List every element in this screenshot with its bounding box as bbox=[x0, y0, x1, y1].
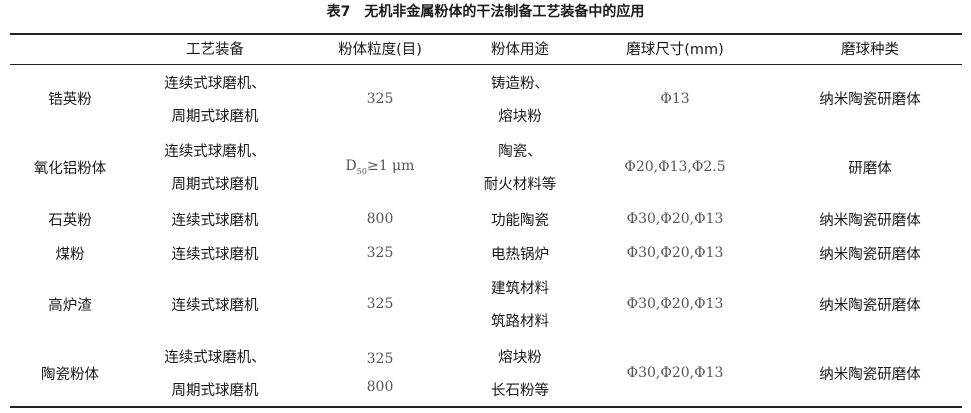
use-cell: 功能陶瓷 bbox=[491, 212, 549, 229]
table-caption: 表7 无机非金属粉体的干法制备工艺装备中的应用 bbox=[326, 4, 645, 20]
use-line: 耐火材料等 bbox=[483, 177, 557, 193]
table-row: 高炉渣 连续式球磨机 325 建筑材料筑路材料 Φ30,Φ20,Φ13 纳米陶瓷… bbox=[0, 269, 971, 339]
use-cell: 电热锅炉 bbox=[491, 246, 549, 263]
equipment-line: 连续式球磨机、 bbox=[164, 144, 266, 160]
use-cell: 熔块粉 长石粉等 bbox=[470, 346, 570, 400]
material-cell: 氧化铝粉体 bbox=[33, 160, 107, 177]
equipment-line: 周期式球磨机 bbox=[171, 177, 259, 193]
use-line: 筑路材料 bbox=[491, 314, 549, 330]
material-cell: 高炉渣 bbox=[48, 297, 92, 314]
use-cell: 建筑材料 筑路材料 bbox=[470, 277, 570, 331]
use-line: 建筑材料 bbox=[491, 281, 549, 297]
table-row: 氧化铝粉体 连续式球磨机、 周期式球磨机 D50≥1 μm 陶瓷、耐火材料等 Φ2… bbox=[0, 133, 971, 201]
size-cell: 325 bbox=[366, 245, 394, 261]
ball-size-cell: Φ20,Φ13,Φ2.5 bbox=[624, 159, 726, 175]
equipment-cell: 连续式球磨机 bbox=[171, 246, 259, 263]
size-line: 325 bbox=[366, 351, 394, 367]
use-line: 陶瓷、 bbox=[498, 144, 542, 160]
equipment-cell: 连续式球磨机、 周期式球磨机 bbox=[140, 72, 290, 126]
table-row: 煤粉 连续式球磨机 325 电热锅炉 Φ30,Φ20,Φ13 纳米陶瓷研磨体 bbox=[0, 237, 971, 269]
header-rule bbox=[10, 64, 962, 65]
table-row: 锆英粉 连续式球磨机、 周期式球磨机 325 铸造粉、熔块粉 Φ13 纳米陶瓷研磨… bbox=[0, 64, 971, 133]
use-cell: 铸造粉、 熔块粉 bbox=[470, 72, 570, 126]
top-rule bbox=[10, 33, 962, 35]
ball-size-cell: Φ30,Φ20,Φ13 bbox=[626, 211, 724, 227]
ball-type-cell: 纳米陶瓷研磨体 bbox=[819, 297, 921, 314]
ball-type-cell: 纳米陶瓷研磨体 bbox=[819, 92, 921, 108]
equipment-line: 周期式球磨机 bbox=[171, 108, 259, 125]
size-cell: 325 800 bbox=[290, 351, 470, 395]
material-cell: 锆英粉 bbox=[48, 92, 92, 108]
header-cell: 粉体用途 bbox=[491, 42, 549, 58]
equipment-cell: 连续式球磨机、 周期式球磨机 bbox=[140, 140, 290, 194]
equipment-cell: 连续式球磨机 bbox=[171, 212, 259, 229]
equipment-line: 周期式球磨机 bbox=[171, 383, 259, 399]
equipment-line: 连续式球磨机、 bbox=[164, 75, 266, 92]
ball-type-cell: 纳米陶瓷研磨体 bbox=[819, 366, 921, 383]
use-line: 熔块粉 bbox=[498, 108, 542, 125]
header-cell: 工艺装备 bbox=[186, 42, 244, 58]
size-cell: 325 bbox=[366, 296, 394, 312]
material-cell: 石英粉 bbox=[48, 212, 92, 229]
ball-type-cell: 研磨体 bbox=[848, 160, 892, 177]
material-cell: 陶瓷粉体 bbox=[41, 366, 99, 383]
size-subscript: 50 bbox=[356, 166, 367, 176]
ball-type-cell: 纳米陶瓷研磨体 bbox=[819, 246, 921, 263]
table-row: 石英粉 连续式球磨机 800 功能陶瓷 Φ30,Φ20,Φ13 纳米陶瓷研磨体 bbox=[0, 201, 971, 237]
data-table: 工艺装备 粉体粒度(目) 粉体用途 磨球尺寸(mm) 磨球种类 锆英粉 连续式球… bbox=[0, 33, 971, 407]
equipment-cell: 连续式球磨机、 周期式球磨机 bbox=[140, 346, 290, 400]
size-cell: D50≥1 μm bbox=[290, 158, 470, 176]
use-line: 熔块粉 bbox=[498, 350, 542, 366]
header-cell: 粉体粒度(目) bbox=[338, 42, 422, 58]
ball-size-cell: Φ30,Φ20,Φ13 bbox=[626, 245, 724, 261]
size-line: 800 bbox=[366, 379, 394, 395]
header-cell: 磨球尺寸(mm) bbox=[626, 42, 724, 58]
size-value: ≥1 μm bbox=[366, 158, 415, 175]
use-line: 铸造粉、 bbox=[491, 75, 549, 92]
header-cell: 磨球种类 bbox=[841, 42, 899, 58]
ball-type-cell: 纳米陶瓷研磨体 bbox=[819, 212, 921, 229]
size-prefix: D bbox=[345, 158, 357, 175]
ball-size-cell: Φ30,Φ20,Φ13 bbox=[626, 296, 724, 312]
header-row: 工艺装备 粉体粒度(目) 粉体用途 磨球尺寸(mm) 磨球种类 bbox=[0, 33, 971, 64]
equipment-line: 连续式球磨机、 bbox=[164, 350, 266, 366]
ball-size-cell: Φ30,Φ20,Φ13 bbox=[626, 365, 724, 381]
bottom-rule bbox=[10, 406, 962, 408]
size-cell: 325 bbox=[366, 90, 394, 107]
size-cell: 800 bbox=[366, 211, 394, 227]
table-row: 陶瓷粉体 连续式球磨机、 周期式球磨机 325 800 熔块粉长石粉等 Φ30,Φ2… bbox=[0, 339, 971, 407]
use-line: 长石粉等 bbox=[491, 383, 549, 399]
material-cell: 煤粉 bbox=[55, 246, 85, 263]
use-cell: 陶瓷、 耐火材料等 bbox=[470, 140, 570, 194]
ball-size-cell: Φ13 bbox=[660, 90, 690, 107]
equipment-cell: 连续式球磨机 bbox=[171, 297, 259, 314]
